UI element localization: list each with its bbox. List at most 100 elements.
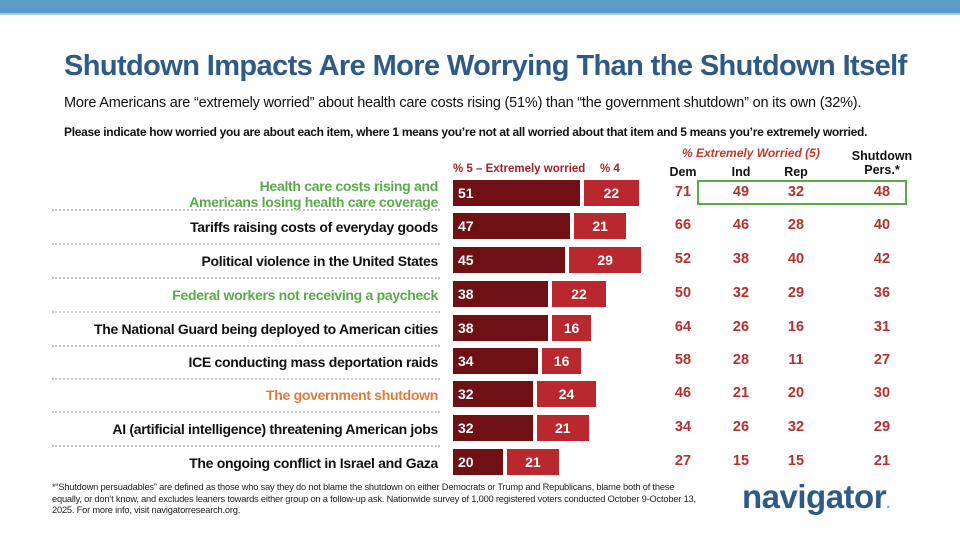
row-separator bbox=[52, 277, 440, 279]
table-cell: 40 bbox=[787, 251, 805, 267]
footnote: *“Shutdown persuadables” are defined as … bbox=[52, 482, 696, 515]
category-label: AI (artificial intelligence) threatening… bbox=[112, 421, 438, 437]
bar-extremely-worried: 47 bbox=[453, 213, 571, 239]
survey-question: Please indicate how worried you are abou… bbox=[64, 125, 868, 139]
table-cell: 36 bbox=[873, 285, 891, 301]
table-cell: 11 bbox=[788, 352, 804, 368]
category-label-line: Federal workers not receiving a paycheck bbox=[172, 287, 438, 303]
row-separator bbox=[52, 311, 440, 313]
table-cell: 20 bbox=[787, 385, 805, 401]
table-cell: 30 bbox=[873, 385, 891, 401]
table-cell: 28 bbox=[732, 352, 750, 368]
bar-pct4: 21 bbox=[506, 449, 560, 475]
table-cell: 16 bbox=[787, 319, 805, 335]
table-column-header-line: Rep bbox=[784, 165, 808, 179]
category-label-line: Health care costs rising and bbox=[259, 178, 439, 194]
table-cell: 15 bbox=[732, 453, 750, 469]
table-cell: 50 bbox=[674, 285, 692, 301]
row-separator bbox=[52, 344, 440, 347]
bar-pct4: 22 bbox=[551, 281, 607, 307]
bar-extremely-worried: 51 bbox=[453, 180, 580, 206]
category-label: Federal workers not receiving a paycheck bbox=[172, 287, 438, 303]
table-cell: 48 bbox=[873, 184, 891, 200]
table-column-header-line: Shutdown bbox=[851, 149, 913, 163]
bar-extremely-worried: 45 bbox=[453, 247, 566, 273]
page-subtitle: More Americans are “extremely worried” a… bbox=[64, 95, 862, 111]
category-label: The ongoing conflict in Israel and Gaza bbox=[189, 455, 438, 471]
table-column-header: Rep bbox=[761, 165, 831, 179]
category-label-line: Americans losing health care coverage bbox=[189, 194, 438, 210]
bar-extremely-worried: 32 bbox=[453, 381, 533, 407]
row-separator bbox=[52, 411, 440, 413]
table-cell: 49 bbox=[732, 184, 750, 200]
table-cell: 21 bbox=[873, 453, 891, 469]
category-label: The government shutdown bbox=[266, 387, 438, 403]
table-cell: 26 bbox=[732, 419, 750, 435]
category-label-line: The National Guard being deployed to Ame… bbox=[93, 321, 438, 337]
category-label: Tariffs raising costs of everyday goods bbox=[190, 219, 438, 235]
bar-extremely-worried: 38 bbox=[453, 281, 548, 307]
row-separator bbox=[52, 377, 440, 380]
bar-extremely-worried: 34 bbox=[453, 348, 538, 374]
bar-extremely-worried: 20 bbox=[453, 449, 503, 475]
bar-extremely-worried: 38 bbox=[453, 315, 548, 341]
bar-pct4: 29 bbox=[569, 247, 642, 273]
table-column-header-line: Pers.* bbox=[864, 163, 900, 177]
table-column-header: Shutdown Pers.* bbox=[847, 149, 917, 177]
category-label-line: The government shutdown bbox=[266, 387, 438, 403]
bar-pct4: 24 bbox=[536, 381, 597, 407]
category-label-line: AI (artificial intelligence) threatening… bbox=[112, 421, 438, 437]
category-label: ICE conducting mass deportation raids bbox=[189, 354, 439, 370]
table-cell: 52 bbox=[674, 251, 692, 267]
navigator-logo: navigator. bbox=[742, 478, 890, 515]
table-cell: 66 bbox=[674, 217, 692, 233]
table-cell: 29 bbox=[873, 419, 891, 435]
table-cell: 31 bbox=[873, 319, 891, 335]
category-label-line: ICE conducting mass deportation raids bbox=[188, 354, 439, 370]
table-cell: 42 bbox=[873, 251, 891, 267]
table-cell: 32 bbox=[787, 184, 805, 200]
bar-extremely-worried: 32 bbox=[453, 415, 533, 441]
table-cell: 46 bbox=[732, 217, 750, 233]
table-cell: 40 bbox=[873, 217, 891, 233]
table-column-header: Ind bbox=[706, 165, 776, 179]
table-cell: 71 bbox=[674, 184, 692, 200]
category-label: Health care costs rising and Americans lo… bbox=[189, 178, 438, 210]
bar-pct4: 21 bbox=[574, 213, 627, 239]
table-cell: 27 bbox=[674, 453, 692, 469]
bar-pct4: 21 bbox=[536, 415, 589, 441]
category-label-line: Tariffs raising costs of everyday goods bbox=[190, 219, 438, 235]
bar-pct4: 16 bbox=[551, 315, 592, 341]
table-column-header-line: Ind bbox=[731, 165, 751, 179]
bar-pct4: 22 bbox=[583, 180, 639, 206]
table-cell: 29 bbox=[787, 285, 805, 301]
table-column-header-line: Dem bbox=[669, 165, 697, 179]
top-banner bbox=[0, 0, 960, 15]
legend-pct4: % 4 bbox=[600, 163, 620, 175]
page-title: Shutdown Impacts Are More Worrying Than … bbox=[64, 50, 907, 82]
table-group-header: % Extremely Worried (5) bbox=[682, 146, 820, 160]
category-label: The National Guard being deployed to Ame… bbox=[94, 321, 438, 337]
legend-extremely-worried: % 5 – Extremely worried bbox=[453, 163, 586, 175]
table-cell: 32 bbox=[787, 419, 805, 435]
category-label-line: Political violence in the United States bbox=[201, 253, 439, 269]
table-cell: 58 bbox=[674, 352, 692, 368]
table-cell: 46 bbox=[674, 385, 692, 401]
table-column-header: Dem bbox=[648, 165, 718, 179]
highlight-box bbox=[697, 180, 907, 205]
category-label: Political violence in the United States bbox=[201, 253, 439, 269]
table-cell: 64 bbox=[674, 319, 692, 335]
row-separator bbox=[52, 243, 440, 245]
bar-pct4: 16 bbox=[541, 348, 582, 374]
row-separator bbox=[52, 445, 440, 447]
table-cell: 28 bbox=[787, 217, 805, 233]
table-cell: 32 bbox=[732, 285, 750, 301]
table-cell: 27 bbox=[873, 352, 891, 368]
category-label-line: The ongoing conflict in Israel and Gaza bbox=[189, 455, 438, 471]
table-cell: 26 bbox=[732, 319, 750, 335]
table-cell: 15 bbox=[787, 453, 805, 469]
table-cell: 34 bbox=[674, 419, 692, 435]
row-separator bbox=[52, 209, 440, 211]
table-cell: 38 bbox=[732, 251, 750, 267]
table-cell: 21 bbox=[732, 385, 750, 401]
